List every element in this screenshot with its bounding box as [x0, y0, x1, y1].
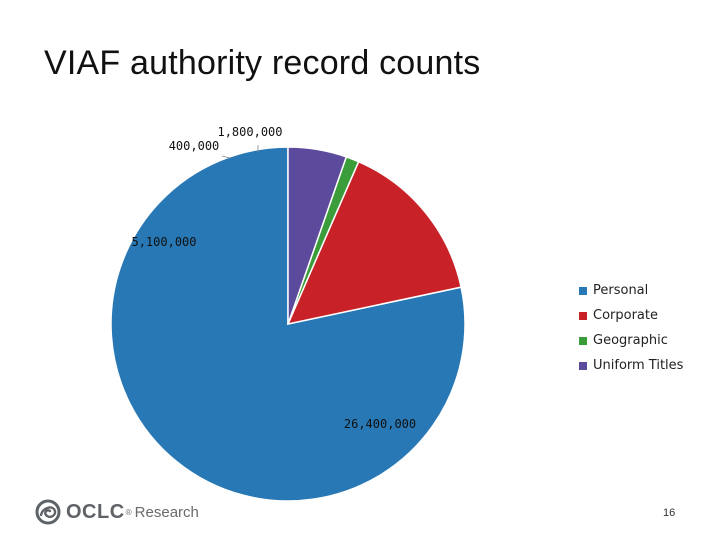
legend-swatch-personal — [579, 286, 587, 295]
data-label-corporate: 5,100,000 — [131, 235, 196, 249]
leader-line-geographic — [221, 155, 231, 159]
legend-label-corporate: Corporate — [593, 308, 658, 323]
logo-subtitle: Research — [134, 503, 199, 521]
chart-legend: Personal Corporate Geographic Uniform Ti… — [579, 278, 683, 378]
page-number: 16 — [663, 507, 676, 519]
legend-label-geographic: Geographic — [593, 333, 668, 348]
label-leader-lines — [221, 145, 259, 159]
legend-item-corporate: Corporate — [579, 303, 683, 328]
oclc-research-logo: OCLC ® Research — [34, 498, 199, 526]
slide-title: VIAF authority record counts — [44, 44, 481, 82]
legend-label-personal: Personal — [593, 283, 649, 298]
legend-item-geographic: Geographic — [579, 328, 683, 353]
oclc-swirl-icon — [35, 499, 61, 525]
legend-swatch-uniform-titles — [579, 361, 587, 370]
legend-label-uniform-titles: Uniform Titles — [593, 358, 684, 373]
legend-item-uniform-titles: Uniform Titles — [579, 353, 683, 378]
data-label-uniform-titles: 1,800,000 — [217, 125, 282, 139]
pie-slice-uniform-titles — [287, 146, 348, 325]
logo-registered-mark: ® — [124, 507, 133, 517]
pie-slices — [110, 146, 466, 502]
pie-slice-corporate — [286, 160, 463, 326]
logo-wordmark: OCLC — [66, 500, 125, 523]
legend-swatch-corporate — [579, 311, 587, 320]
legend-swatch-geographic — [579, 336, 587, 345]
legend-item-personal: Personal — [579, 278, 683, 303]
data-label-personal: 26,400,000 — [344, 417, 416, 431]
data-label-geographic: 400,000 — [169, 139, 220, 153]
